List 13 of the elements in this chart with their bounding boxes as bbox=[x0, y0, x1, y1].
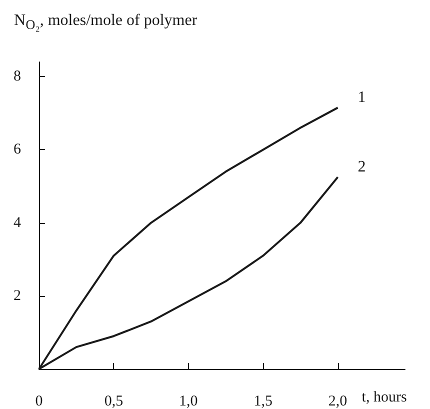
x-tick-label: 0 bbox=[35, 394, 43, 409]
series-label: 2 bbox=[358, 158, 366, 176]
x-tick-label: 1,0 bbox=[179, 394, 198, 409]
y-tick-label: 8 bbox=[14, 68, 21, 85]
y-axis-title: N$_{O₂}$, moles/mole of polymer bbox=[14, 12, 198, 34]
series-label: 1 bbox=[358, 89, 366, 106]
y-tick-label: 4 bbox=[14, 214, 22, 231]
y-tick-label: 2 bbox=[14, 288, 21, 304]
x-tick-label: 1,5 bbox=[254, 394, 272, 409]
x-tick-label: 2,0 bbox=[328, 394, 348, 409]
x-axis-title: t, hours bbox=[362, 390, 407, 406]
y-tick-label: 6 bbox=[14, 142, 22, 158]
x-tick-label: 0,5 bbox=[104, 394, 124, 409]
